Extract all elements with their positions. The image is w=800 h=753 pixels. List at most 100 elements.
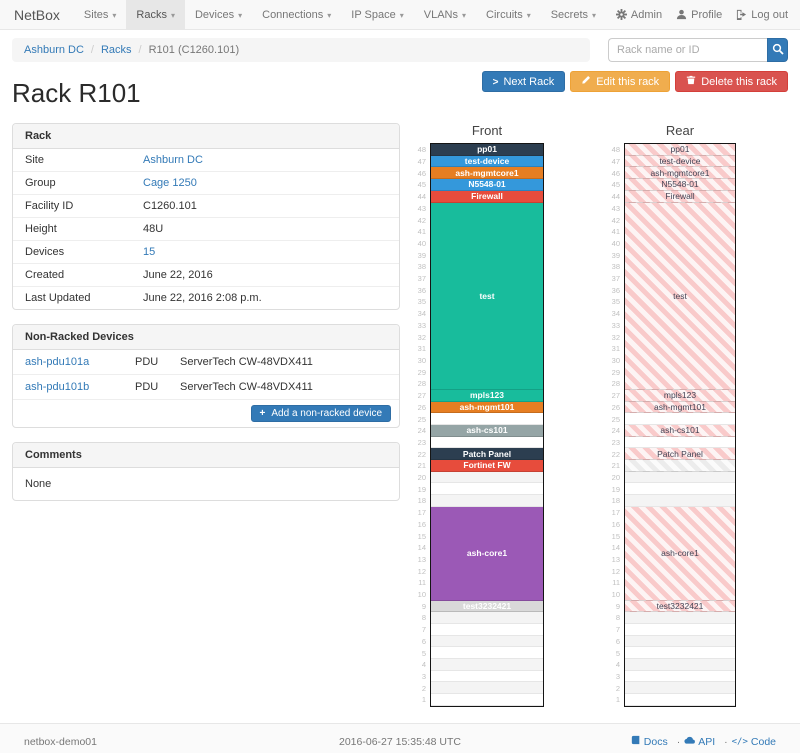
rack-device-n5548-01[interactable]: N5548-01 bbox=[625, 179, 735, 191]
navbar-item-connections[interactable]: Connections bbox=[252, 0, 341, 29]
unit-number: 1 bbox=[421, 695, 426, 705]
unit-number: 7 bbox=[615, 625, 620, 635]
rack-device-firewall[interactable]: Firewall bbox=[625, 190, 735, 203]
rack-device-n5548-01[interactable]: N5548-01 bbox=[431, 179, 543, 191]
rack-device-pp01[interactable]: pp01 bbox=[625, 144, 735, 156]
rack-device-firewall[interactable]: Firewall bbox=[431, 190, 543, 203]
chevron-down-icon bbox=[396, 9, 404, 21]
rack-device-pp01[interactable]: pp01 bbox=[431, 144, 543, 156]
unit-number: 37 bbox=[611, 274, 620, 284]
unit-number: 38 bbox=[417, 262, 426, 272]
unit-number: 25 bbox=[611, 414, 620, 424]
navbar-item-vlans[interactable]: VLANs bbox=[414, 0, 476, 29]
rack-device-ash-mgmtcore1[interactable]: ash-mgmtcore1 bbox=[625, 167, 735, 180]
rack-device-test-device[interactable]: test-device bbox=[431, 155, 543, 168]
breadcrumb-current: R101 (C1260.101) bbox=[148, 44, 240, 56]
rack-device-test-device[interactable]: test-device bbox=[625, 155, 735, 168]
unit-number: 28 bbox=[611, 379, 620, 389]
attribute-value-link[interactable]: 15 bbox=[143, 246, 156, 258]
rack-unit-empty bbox=[625, 658, 735, 671]
rack-device-ash-cs101[interactable]: ash-cs101 bbox=[431, 425, 543, 437]
navbar-item-racks[interactable]: Racks bbox=[126, 0, 185, 29]
rack-device-ash-core1[interactable]: ash-core1 bbox=[431, 506, 543, 601]
unit-number: 45 bbox=[417, 180, 426, 190]
rack-device-mpls123[interactable]: mpls123 bbox=[625, 389, 735, 402]
breadcrumb-link[interactable]: Racks bbox=[100, 44, 132, 56]
rack-device-ash-mgmtcore1[interactable]: ash-mgmtcore1 bbox=[431, 167, 543, 180]
api-link[interactable]: API bbox=[684, 735, 727, 748]
edit-rack-button[interactable]: Edit this rack bbox=[570, 71, 671, 92]
unit-number: 11 bbox=[612, 578, 620, 588]
attribute-label: Created bbox=[25, 269, 65, 281]
unit-number: 24 bbox=[417, 426, 426, 436]
rack-unit-empty bbox=[431, 413, 543, 425]
brand-logo[interactable]: NetBox bbox=[14, 6, 60, 23]
admin-link[interactable]: Admin bbox=[615, 9, 662, 21]
navbar-item-devices[interactable]: Devices bbox=[185, 0, 252, 29]
unit-number: 32 bbox=[611, 332, 620, 342]
rack-device-ash-cs101[interactable]: ash-cs101 bbox=[625, 425, 735, 437]
search-button[interactable] bbox=[767, 38, 788, 62]
rack-device-fortinet-fw[interactable]: Fortinet FW bbox=[431, 460, 543, 472]
rack-device-test3232421[interactable]: test3232421 bbox=[625, 600, 735, 613]
unit-number: 33 bbox=[417, 320, 426, 330]
rack-unit-empty bbox=[625, 682, 735, 695]
delete-rack-button[interactable]: Delete this rack bbox=[675, 71, 788, 92]
navbar-item-secrets[interactable]: Secrets bbox=[541, 0, 606, 29]
pencil-icon bbox=[581, 75, 591, 88]
rack-device-patch-panel[interactable]: Patch Panel bbox=[431, 448, 543, 461]
unit-number: 17 bbox=[417, 508, 426, 518]
non-racked-rows: ash-pdu101a PDU ServerTech CW-48VDX411 ash-… bbox=[13, 350, 399, 400]
chevron-down-icon bbox=[588, 9, 596, 21]
user-icon bbox=[676, 9, 687, 20]
unit-number: 17 bbox=[611, 508, 620, 518]
comments-body: None bbox=[25, 478, 52, 490]
breadcrumb-link[interactable]: Ashburn DC bbox=[24, 44, 84, 56]
rack-attribute-row: Created June 22, 2016 bbox=[13, 264, 399, 287]
chevron-down-icon bbox=[323, 9, 331, 21]
unit-number: 7 bbox=[421, 625, 426, 635]
rack-unit-empty bbox=[431, 682, 543, 695]
rack-unit-empty bbox=[625, 471, 735, 484]
code-link[interactable]: </> Code bbox=[732, 736, 776, 748]
rack-device-ash-core1[interactable]: ash-core1 bbox=[625, 506, 735, 601]
docs-link[interactable]: Docs bbox=[631, 735, 680, 748]
navbar-item-ip-space[interactable]: IP Space bbox=[341, 0, 413, 29]
logout-link[interactable]: Log out bbox=[736, 9, 788, 21]
rack-device-test3232421[interactable]: test3232421 bbox=[431, 600, 543, 613]
rack-device-test[interactable]: test bbox=[625, 202, 735, 390]
unit-number: 15 bbox=[611, 531, 620, 541]
rack-device-patch-panel[interactable]: Patch Panel bbox=[625, 448, 735, 461]
attribute-value-link[interactable]: Cage 1250 bbox=[143, 177, 197, 189]
chevron-down-icon bbox=[523, 9, 531, 21]
rack-device-ash-mgmt101[interactable]: ash-mgmt101 bbox=[625, 401, 735, 414]
delete-rack-label: Delete this rack bbox=[701, 75, 777, 88]
rack-device-mpls123[interactable]: mpls123 bbox=[431, 389, 543, 402]
rack-device-ash-mgmt101[interactable]: ash-mgmt101 bbox=[431, 401, 543, 414]
rack-unit-empty bbox=[625, 647, 735, 659]
profile-link[interactable]: Profile bbox=[676, 9, 722, 21]
device-name-link[interactable]: ash-pdu101a bbox=[25, 356, 90, 368]
rack-attribute-row: Last Updated June 22, 2016 2:08 p.m. bbox=[13, 287, 399, 309]
rack-device-test[interactable]: test bbox=[431, 202, 543, 390]
chevron-down-icon bbox=[167, 9, 175, 21]
unit-number: 27 bbox=[417, 391, 426, 401]
unit-number: 22 bbox=[611, 449, 620, 459]
unit-number: 12 bbox=[611, 566, 620, 576]
unit-number: 18 bbox=[417, 496, 426, 506]
navbar: NetBox SitesRacksDevicesConnectionsIP Sp… bbox=[0, 0, 800, 30]
attribute-value-link[interactable]: Ashburn DC bbox=[143, 154, 203, 166]
navbar-item-sites[interactable]: Sites bbox=[74, 0, 126, 29]
add-non-racked-device-button[interactable]: Add a non-racked device bbox=[250, 405, 391, 422]
rack-attribute-row: Height 48U bbox=[13, 218, 399, 241]
unit-number: 29 bbox=[611, 367, 620, 377]
next-rack-button[interactable]: Next Rack bbox=[481, 71, 566, 92]
rack-rear-unit-numbers: 48 47 46 45 44 43 42 41 40 39 38 37 36 35 34 33 32 31 30 29… bbox=[610, 144, 624, 706]
device-name-link[interactable]: ash-pdu101b bbox=[25, 381, 90, 393]
navbar-item-circuits[interactable]: Circuits bbox=[476, 0, 541, 29]
search-input[interactable] bbox=[608, 38, 767, 62]
rack-unit-empty bbox=[431, 635, 543, 648]
attribute-label: Devices bbox=[25, 246, 65, 258]
add-non-racked-label: Add a non-racked device bbox=[271, 408, 382, 419]
unit-number: 39 bbox=[417, 250, 426, 260]
